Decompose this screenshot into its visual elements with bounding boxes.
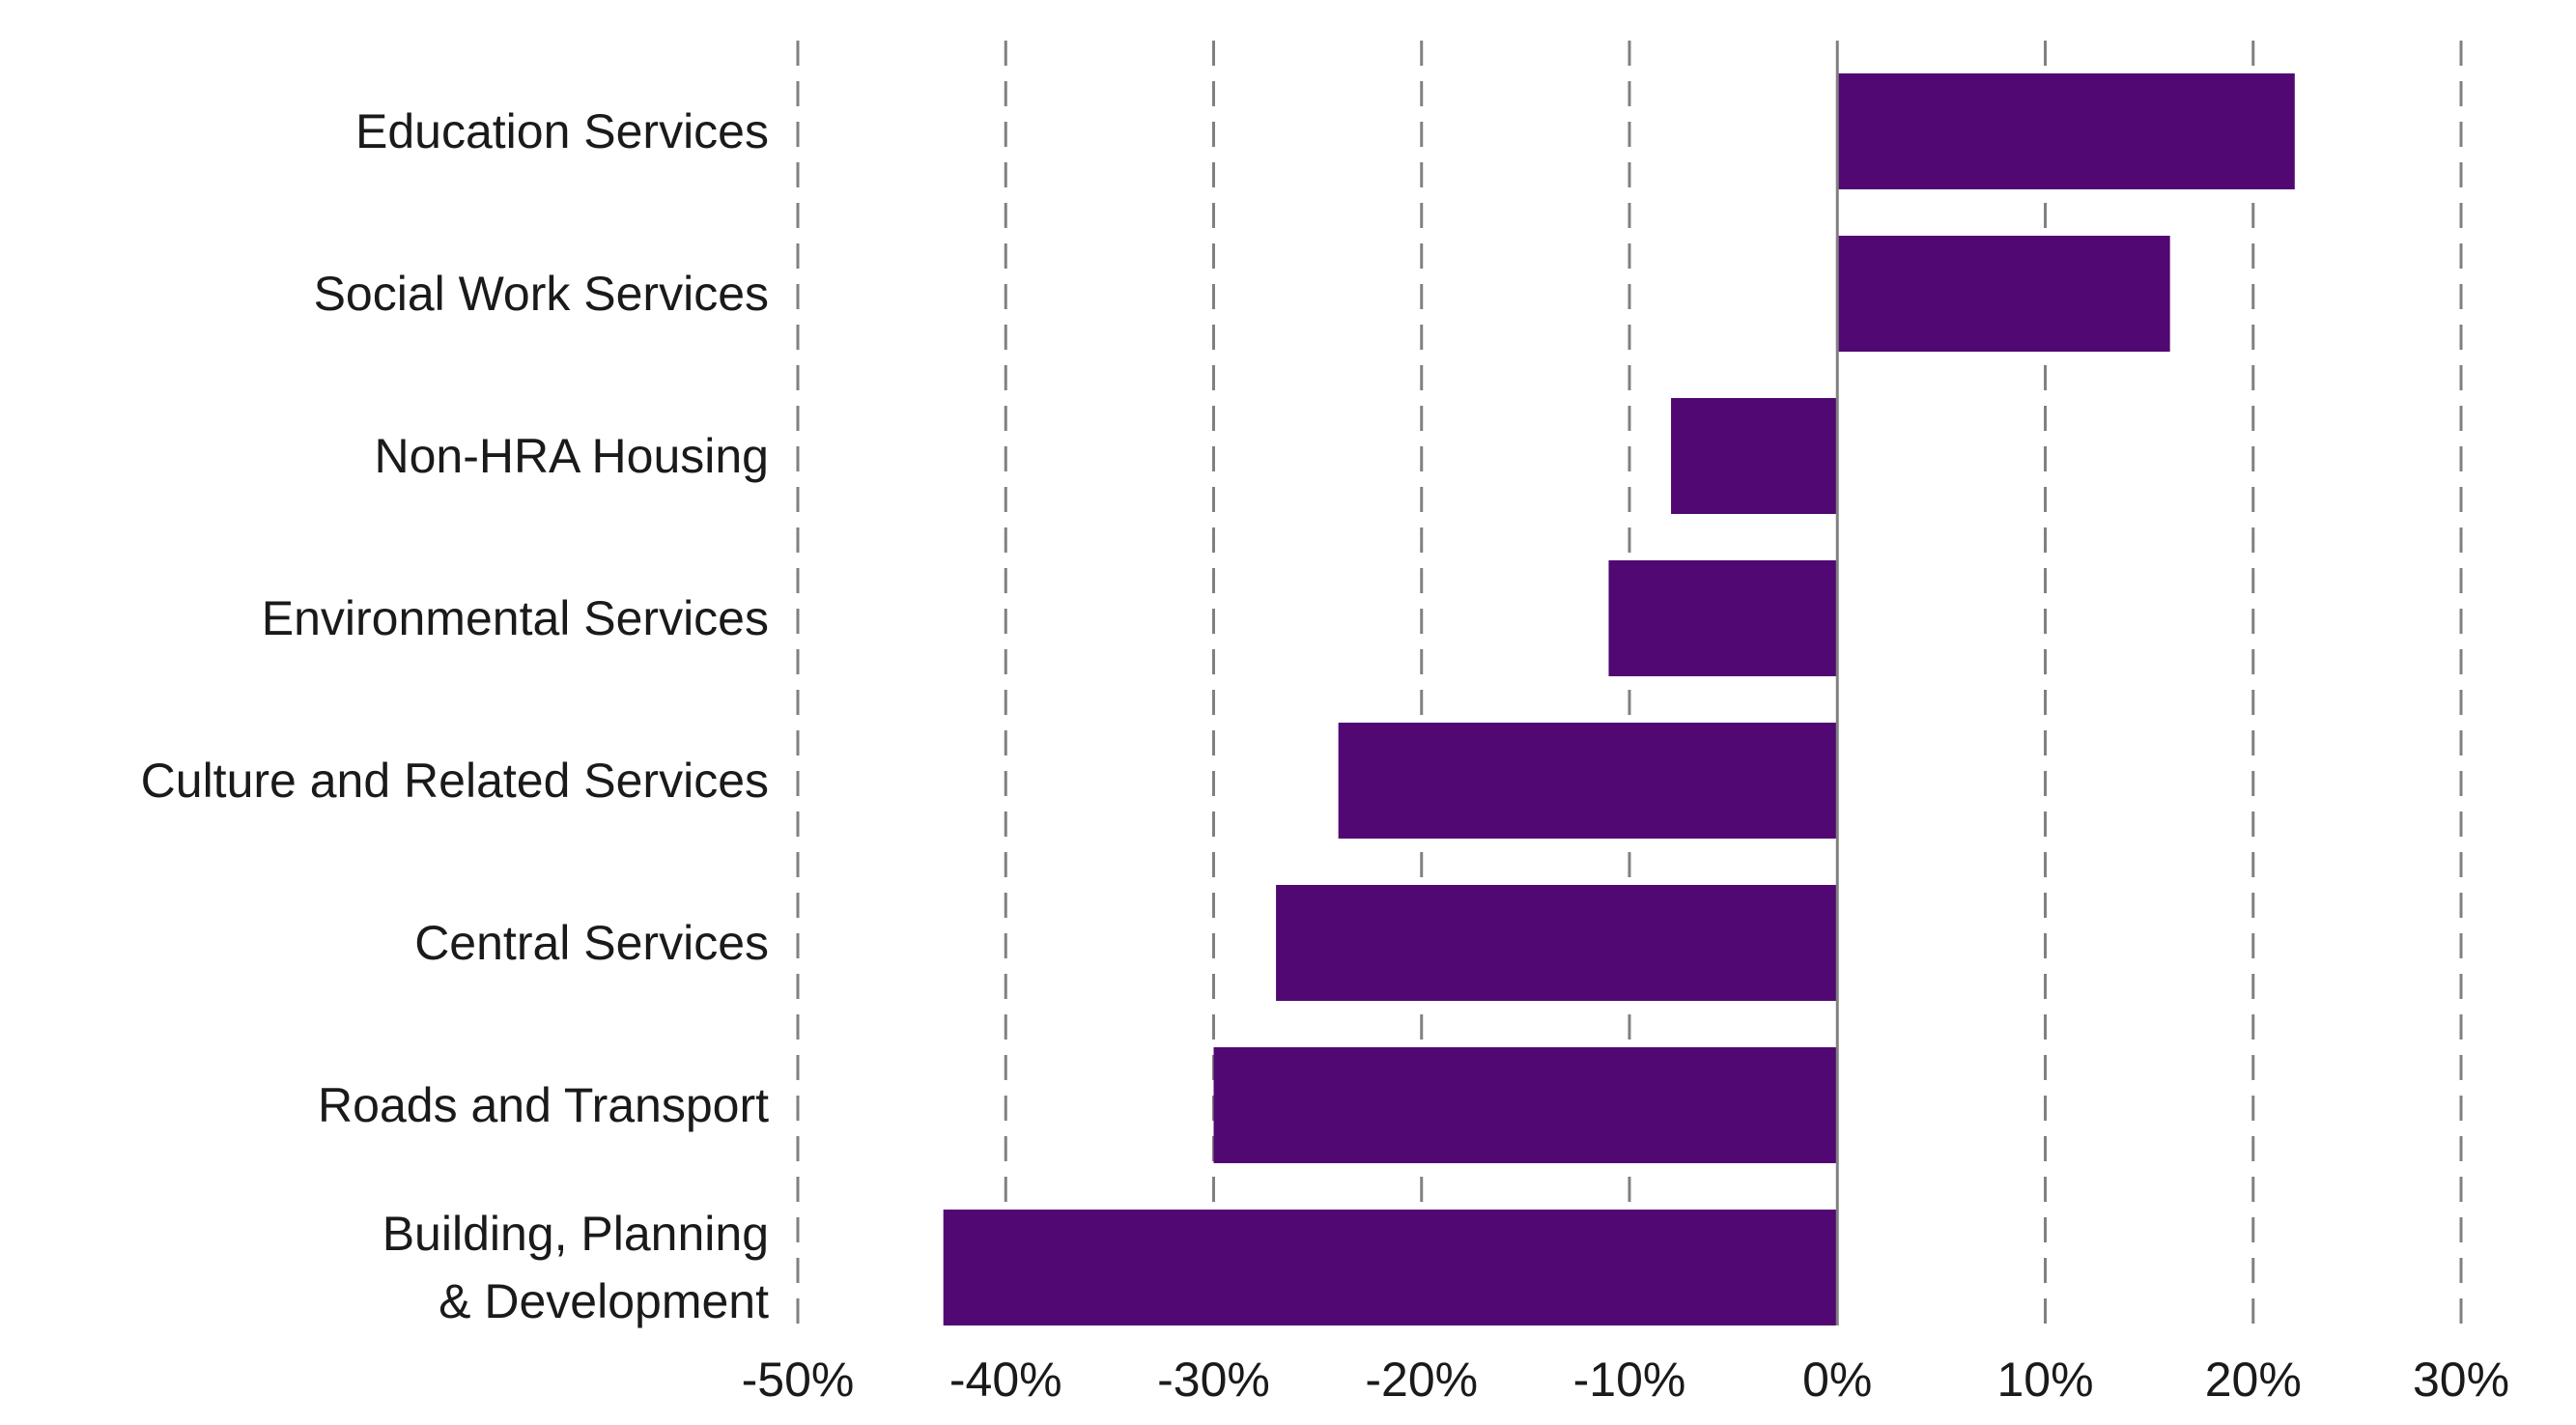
x-tick-label: -40% bbox=[949, 1353, 1062, 1407]
bar bbox=[1213, 1047, 1838, 1163]
x-tick-label: 30% bbox=[2413, 1353, 2509, 1407]
x-tick-label: 20% bbox=[2205, 1353, 2302, 1407]
bar bbox=[1608, 560, 1838, 676]
bar bbox=[943, 1210, 1838, 1325]
bar bbox=[1338, 723, 1838, 839]
x-tick-label: -20% bbox=[1365, 1353, 1478, 1407]
category-label: Culture and Related Services bbox=[141, 754, 769, 808]
category-label: Roads and Transport bbox=[318, 1078, 769, 1132]
x-tick-label: -30% bbox=[1157, 1353, 1270, 1407]
category-label: Environmental Services bbox=[262, 591, 769, 645]
category-label: Non-HRA Housing bbox=[374, 429, 769, 483]
category-label: Central Services bbox=[414, 916, 769, 970]
bar bbox=[1837, 236, 2170, 352]
x-tick-label: 10% bbox=[1996, 1353, 2093, 1407]
tick-labels: -50% -40% -30% -20% -10% 0% 10% 20% 30% bbox=[742, 1353, 2509, 1407]
bar bbox=[1837, 73, 2295, 189]
category-labels: Education Services Social Work Services No… bbox=[141, 104, 769, 1328]
category-label: Social Work Services bbox=[314, 267, 769, 321]
bar bbox=[1276, 885, 1838, 1001]
bar-layer bbox=[943, 73, 2295, 1325]
category-label: & Development bbox=[439, 1274, 769, 1328]
x-tick-label: 0% bbox=[1802, 1353, 1872, 1407]
category-label: Building, Planning bbox=[382, 1207, 769, 1261]
category-label: Education Services bbox=[355, 104, 769, 158]
x-tick-label: -50% bbox=[742, 1353, 855, 1407]
bar bbox=[1671, 398, 1838, 514]
x-tick-label: -10% bbox=[1573, 1353, 1686, 1407]
